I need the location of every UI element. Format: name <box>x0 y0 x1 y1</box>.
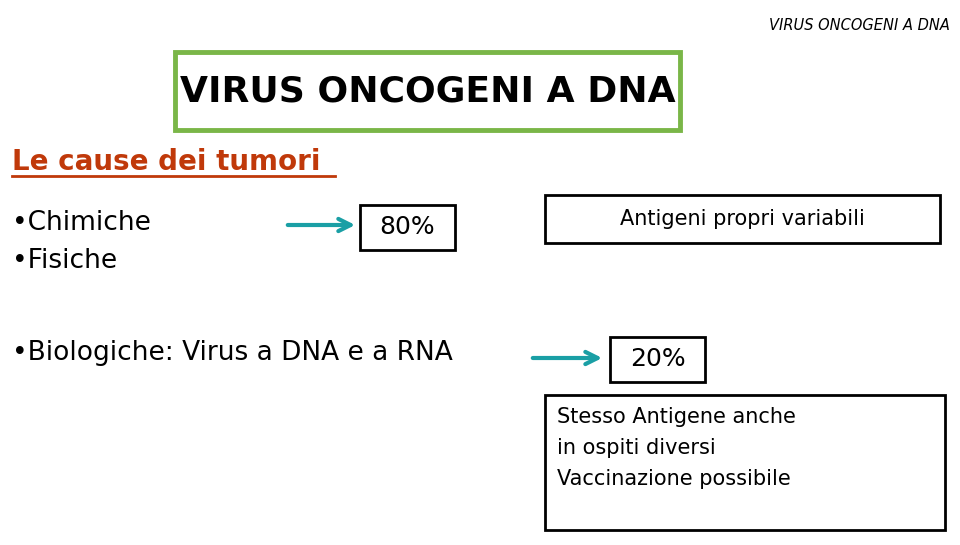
FancyBboxPatch shape <box>545 195 940 243</box>
Text: VIRUS ONCOGENI A DNA: VIRUS ONCOGENI A DNA <box>180 74 675 108</box>
Text: 20%: 20% <box>630 348 685 372</box>
Text: Antigeni propri variabili: Antigeni propri variabili <box>620 209 865 229</box>
FancyBboxPatch shape <box>360 205 455 250</box>
Text: •Fisiche: •Fisiche <box>12 248 117 274</box>
Text: 80%: 80% <box>380 215 435 239</box>
Text: Stesso Antigene anche
in ospiti diversi
Vaccinazione possibile: Stesso Antigene anche in ospiti diversi … <box>557 407 796 489</box>
FancyBboxPatch shape <box>545 395 945 530</box>
FancyBboxPatch shape <box>175 52 680 130</box>
Text: VIRUS ONCOGENI A DNA: VIRUS ONCOGENI A DNA <box>769 18 950 33</box>
Text: •Chimiche: •Chimiche <box>12 210 151 236</box>
FancyBboxPatch shape <box>610 337 705 382</box>
Text: Le cause dei tumori: Le cause dei tumori <box>12 148 321 176</box>
Text: •Biologiche: Virus a DNA e a RNA: •Biologiche: Virus a DNA e a RNA <box>12 340 453 366</box>
